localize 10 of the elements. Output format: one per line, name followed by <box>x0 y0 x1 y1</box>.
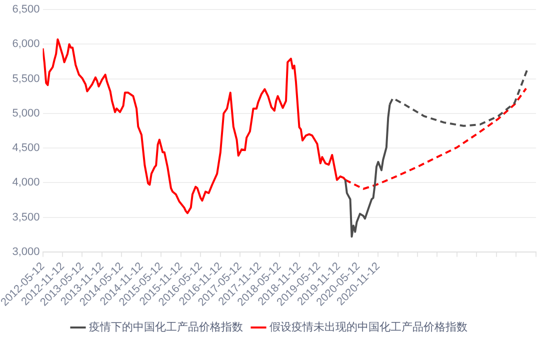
y-tick-label: 6,000 <box>12 38 40 50</box>
y-tick-label: 3,500 <box>12 211 40 224</box>
y-tick-label: 4,000 <box>12 176 40 189</box>
y-tick-label: 5,000 <box>12 107 40 120</box>
legend-label: 疫情下的中国化工产品价格指数 <box>89 320 243 334</box>
legend-label: 假设疫情未出现的中国化工产品价格指数 <box>270 320 468 334</box>
y-tick-label: 5,500 <box>12 72 40 85</box>
y-tick-label: 3,000 <box>12 246 40 258</box>
y-tick-label: 4,500 <box>12 142 40 154</box>
y-tick-label: 6,500 <box>12 4 40 16</box>
